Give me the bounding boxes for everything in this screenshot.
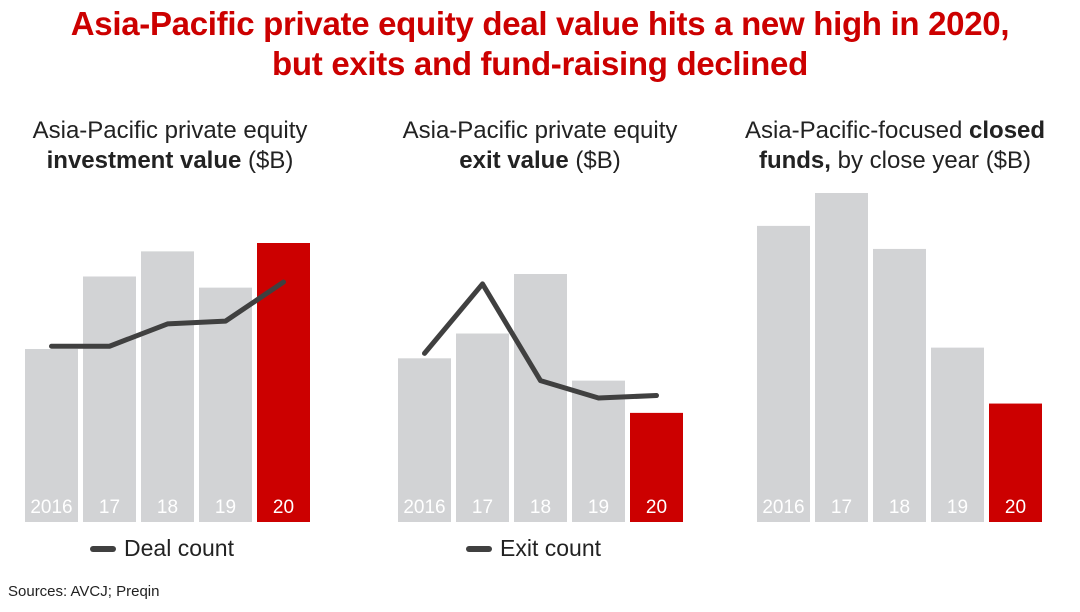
category-label: 18 xyxy=(889,497,910,518)
category-label: 20 xyxy=(646,497,667,518)
bar-2016 xyxy=(398,358,451,522)
bar-20 xyxy=(630,412,683,522)
legend-exit-count: Exit count xyxy=(466,535,601,562)
legend-deal-count: Deal count xyxy=(90,535,234,562)
bar-19 xyxy=(931,347,984,522)
category-label: 17 xyxy=(831,497,852,518)
subtitle-bold: investment value xyxy=(46,147,242,174)
chart-title: Asia-Pacific private equity deal value h… xyxy=(0,4,1080,84)
subtitle-line: Asia-Pacific private equity xyxy=(32,117,308,144)
subtitle-bold: funds, xyxy=(758,147,831,174)
subtitle-line: funds, by close year ($B) xyxy=(720,146,1070,176)
subtitle-investment: Asia-Pacific private equity investment v… xyxy=(0,116,340,176)
subtitle-funds: Asia-Pacific-focused closed funds, by cl… xyxy=(720,116,1070,176)
category-label: 2016 xyxy=(403,497,445,518)
category-label: 20 xyxy=(273,497,294,518)
category-label: 19 xyxy=(215,497,236,518)
line-swatch-icon xyxy=(90,545,116,552)
legend-label: Exit count xyxy=(500,535,601,561)
subtitle-line: exit value ($B) xyxy=(370,146,710,176)
bar-20 xyxy=(257,243,310,522)
subtitle-text: Asia-Pacific-focused xyxy=(744,117,970,144)
bar-20 xyxy=(989,403,1042,522)
subtitle-bold: closed xyxy=(969,117,1046,144)
title-line-1: Asia-Pacific private equity deal value h… xyxy=(70,5,1010,42)
bar-2016 xyxy=(25,349,78,522)
category-label: 19 xyxy=(588,497,609,518)
subtitle-rest: ($B) xyxy=(568,147,621,174)
bar-17 xyxy=(815,193,868,522)
subtitle-rest: ($B) xyxy=(241,147,294,174)
subtitle-line: Asia-Pacific-focused closed xyxy=(720,116,1070,146)
category-label: 18 xyxy=(157,497,178,518)
subtitle-bold: exit value xyxy=(459,147,569,174)
category-label: 18 xyxy=(530,497,551,518)
source-note: Sources: AVCJ; Preqin xyxy=(8,583,160,600)
category-label: 17 xyxy=(99,497,120,518)
category-label: 19 xyxy=(947,497,968,518)
title-line-2: but exits and fund-raising declined xyxy=(272,45,808,82)
subtitle-rest: by close year ($B) xyxy=(830,147,1032,174)
bar-18 xyxy=(141,251,194,522)
bar-17 xyxy=(456,333,509,522)
subtitle-line: investment value ($B) xyxy=(0,146,340,176)
category-label: 2016 xyxy=(762,497,804,518)
category-label: 20 xyxy=(1005,497,1026,518)
line-swatch-icon xyxy=(466,545,492,552)
legend-label: Deal count xyxy=(124,535,234,561)
bar-17 xyxy=(83,276,136,522)
subtitle-exit: Asia-Pacific private equity exit value (… xyxy=(370,116,710,176)
category-label: 2016 xyxy=(30,497,72,518)
bar-18 xyxy=(873,248,926,522)
bar-18 xyxy=(514,274,567,522)
bar-19 xyxy=(199,287,252,522)
subtitle-line: Asia-Pacific private equity xyxy=(402,117,678,144)
bar-2016 xyxy=(757,225,810,522)
bar-19 xyxy=(572,380,625,522)
category-label: 17 xyxy=(472,497,493,518)
